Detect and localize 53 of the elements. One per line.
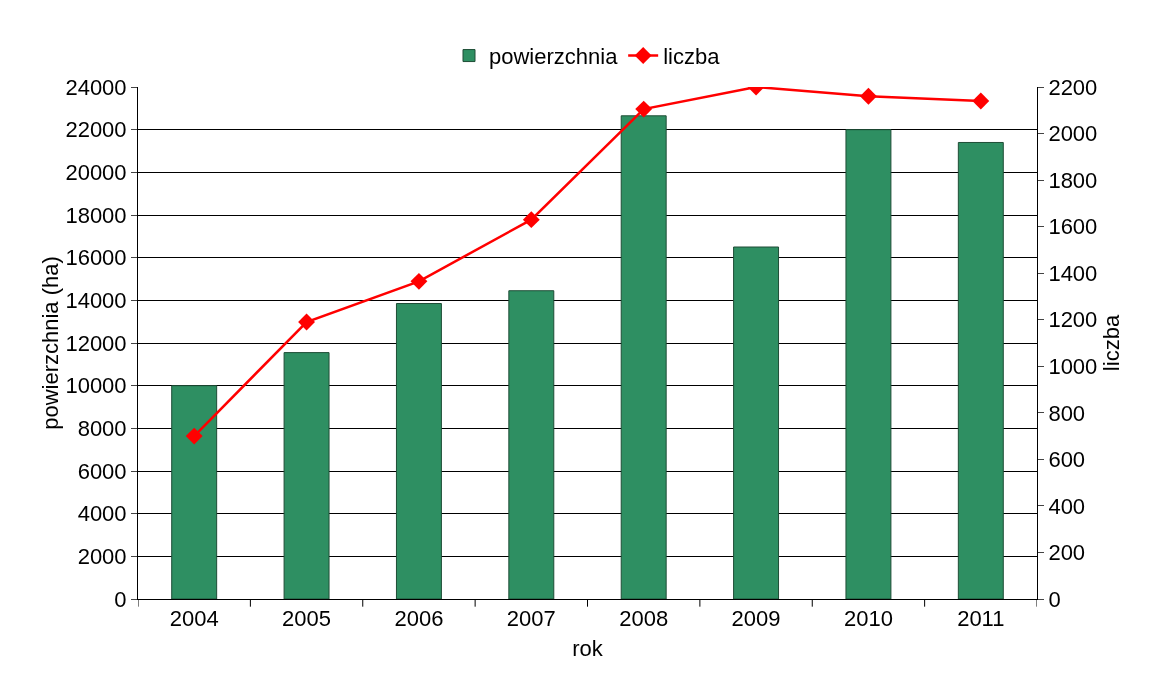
- y2-tick-label: 1000: [1048, 353, 1098, 379]
- y-tick-label: 4000: [77, 501, 127, 527]
- y-tick-label: 8000: [77, 416, 127, 442]
- y-tick-label: 24000: [65, 74, 127, 100]
- bar: [508, 290, 555, 599]
- y-tick-label: 16000: [65, 245, 127, 271]
- x-axis-title: rok: [572, 636, 604, 662]
- x-tick-label: 2006: [394, 606, 444, 632]
- y-tick-label: 10000: [65, 373, 127, 399]
- y-tick-label: 2000: [77, 544, 127, 570]
- y2-tick-label: 600: [1048, 447, 1086, 473]
- y-tick-label: 18000: [65, 202, 127, 228]
- bar: [171, 385, 218, 599]
- point: [522, 211, 540, 229]
- y2-tick-label: 1800: [1048, 167, 1098, 193]
- point: [635, 100, 653, 118]
- bar: [620, 115, 667, 599]
- y2-tick-label: 2000: [1048, 121, 1098, 147]
- y2-tick-label: 1600: [1048, 214, 1098, 240]
- x-tick-label: 2004: [169, 606, 219, 632]
- point: [185, 427, 203, 445]
- y2-tick-label: 2200: [1048, 74, 1098, 100]
- y2-tick-label: 1400: [1048, 260, 1098, 286]
- y2-tick-label: 200: [1048, 540, 1086, 566]
- y-tick-label: 12000: [65, 330, 127, 356]
- y-tick-label: 6000: [77, 458, 127, 484]
- bar: [395, 303, 442, 599]
- bar: [283, 352, 330, 599]
- y2-tick-label: 0: [1048, 586, 1061, 612]
- point: [972, 92, 990, 110]
- y-axis-title: powierzchnia (ha): [38, 256, 64, 430]
- x-tick-label: 2010: [843, 606, 893, 632]
- y2-tick-label: 800: [1048, 400, 1086, 426]
- point: [410, 272, 428, 290]
- x-tick-label: 2008: [619, 606, 669, 632]
- y-tick-label: 22000: [65, 117, 127, 143]
- bar: [733, 246, 780, 599]
- legend-label: liczba: [663, 44, 721, 70]
- x-tick-label: 2007: [506, 606, 556, 632]
- bar: [957, 141, 1004, 599]
- x-tick-label: 2011: [957, 606, 1005, 632]
- x-tick-label: 2005: [282, 606, 332, 632]
- bar: [845, 129, 892, 599]
- y2-tick-label: 400: [1048, 493, 1086, 519]
- y-tick-label: 20000: [65, 160, 127, 186]
- point: [298, 313, 316, 331]
- legend-label: powierzchnia: [489, 44, 619, 70]
- y-tick-label: 0: [114, 586, 127, 612]
- y2-tick-label: 1200: [1048, 307, 1098, 333]
- y-tick-label: 14000: [65, 288, 127, 314]
- y2-axis-title: liczba: [1099, 314, 1125, 372]
- point: [859, 87, 877, 105]
- x-tick-label: 2009: [731, 606, 781, 632]
